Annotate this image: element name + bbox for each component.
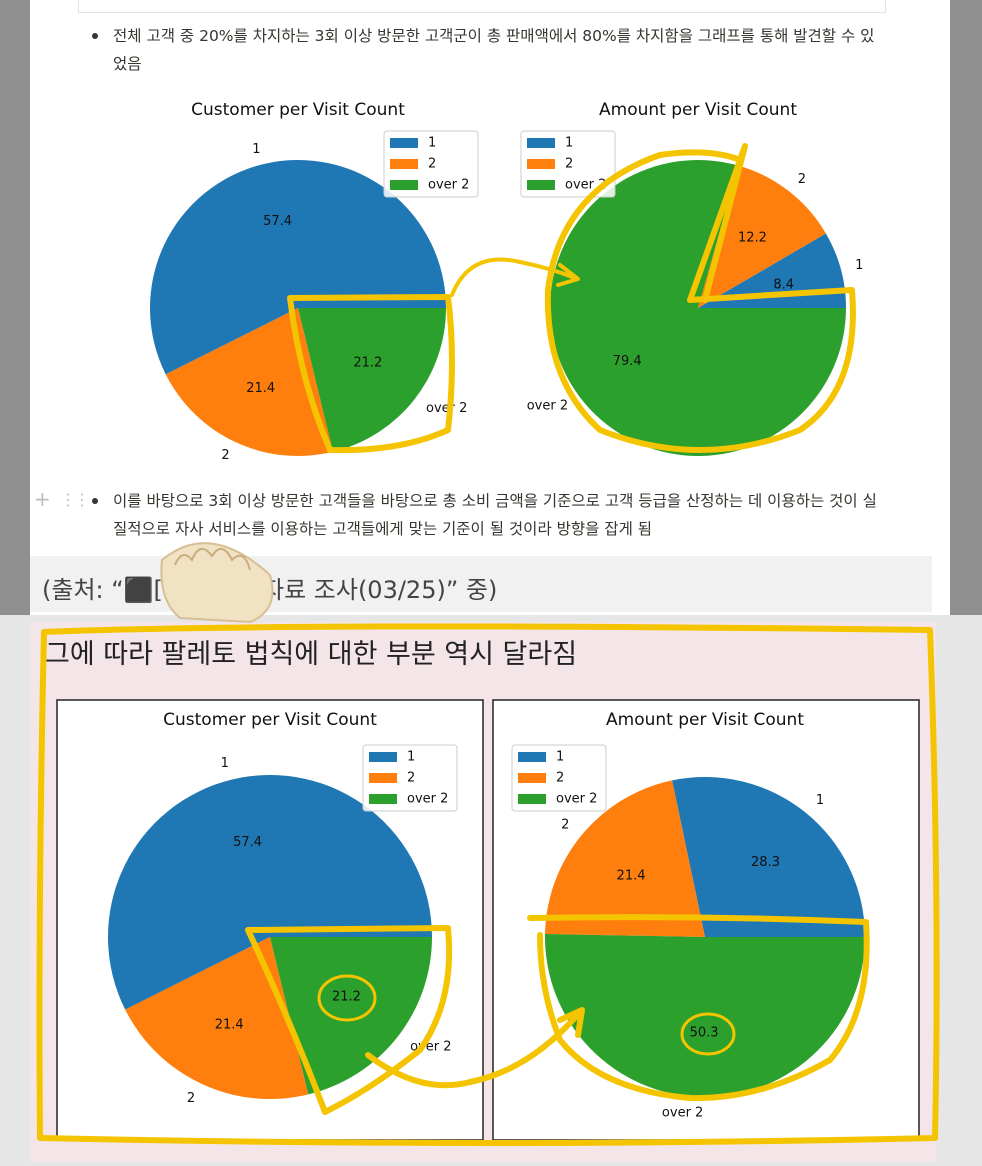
legend-label: 1 — [565, 136, 573, 151]
value-label: 79.4 — [613, 354, 642, 369]
category-label: 2 — [561, 817, 569, 832]
pie-slice — [165, 308, 334, 456]
legend: 1 2 over 2 — [511, 744, 607, 812]
add-icon[interactable]: + — [34, 487, 51, 511]
pie-slice — [545, 780, 705, 937]
value-label: 50.3 — [690, 1025, 719, 1040]
value-label: 21.4 — [246, 381, 275, 396]
legend-label: 1 — [407, 750, 415, 765]
category-label: over 2 — [662, 1105, 703, 1120]
embed-box — [78, 0, 886, 13]
category-label: over 2 — [426, 401, 467, 416]
value-label: 21.2 — [353, 355, 382, 370]
highlight-mark — [544, 143, 856, 453]
heading: 그에 따라 팔레토 법칙에 대한 부분 역시 달라짐 — [45, 639, 578, 670]
legend-label: over 2 — [556, 792, 597, 807]
value-label: 21.2 — [332, 990, 361, 1005]
pie-slice — [550, 159, 846, 457]
value-label: 12.2 — [738, 230, 767, 245]
legend-label: over 2 — [428, 178, 469, 193]
drag-handle[interactable]: ⋮⋮ — [60, 490, 90, 509]
source-prefix: (출처: “⬛[ — [42, 576, 163, 604]
chart-layer: Customer per Visit Count 57.4 1 21.4 2 21.2 ov… — [108, 100, 865, 1120]
legend-swatch — [390, 159, 418, 169]
legend-swatch — [518, 752, 546, 762]
chart-title: Customer per Visit Count — [163, 710, 377, 730]
legend-label: 1 — [556, 750, 564, 765]
pie-slice — [108, 775, 433, 1010]
pie-slice — [125, 937, 309, 1099]
chart-title: Customer per Visit Count — [191, 100, 405, 120]
legend-label: 2 — [407, 771, 415, 786]
value-label: 57.4 — [263, 214, 292, 229]
note: 이를 바탕으로 3회 이상 방문한 고객들을 바탕으로 총 소비 금액을 기준으… — [113, 492, 877, 538]
legend-label: 1 — [428, 136, 436, 151]
legend-swatch — [518, 773, 546, 783]
legend-swatch — [390, 180, 418, 190]
legend-swatch — [369, 752, 397, 762]
highlight-mark — [527, 914, 870, 1102]
pie-slice — [270, 937, 432, 1095]
circle-mark — [680, 1012, 736, 1056]
category-label: 1 — [221, 756, 229, 771]
chart-title: Amount per Visit Count — [606, 710, 804, 730]
bullet — [92, 498, 98, 504]
bullet — [92, 33, 98, 39]
highlight-mark — [245, 925, 453, 1115]
highlight-mark — [287, 294, 455, 454]
legend-swatch — [527, 180, 555, 190]
pie-slice — [672, 776, 865, 937]
value-label: 8.4 — [773, 277, 794, 292]
value-label: 28.3 — [751, 855, 780, 870]
legend-swatch — [527, 159, 555, 169]
legend: 1 2 over 2 — [362, 744, 458, 812]
legend-swatch — [369, 773, 397, 783]
annotations — [36, 143, 940, 1146]
pie-slice — [298, 308, 446, 452]
value-label: 21.4 — [617, 868, 646, 883]
pie-slice — [150, 160, 447, 375]
circle-mark — [317, 974, 377, 1022]
legend-swatch — [369, 794, 397, 804]
category-label: 1 — [855, 258, 863, 273]
legend-label: 2 — [565, 157, 573, 172]
arrow — [450, 257, 580, 297]
legend-label: over 2 — [407, 792, 448, 807]
highlight-border — [36, 623, 940, 1146]
category-label: 1 — [816, 793, 824, 808]
value-label: 21.4 — [215, 1018, 244, 1033]
category-label: 1 — [252, 142, 260, 157]
category-label: 2 — [798, 172, 806, 187]
value-label: 57.4 — [233, 835, 262, 850]
category-label: over 2 — [527, 399, 568, 414]
source-suffix: 자료 조사(03/25)” 중) — [262, 576, 498, 604]
legend-swatch — [527, 138, 555, 148]
category-label: 2 — [221, 448, 229, 463]
dumpling-sticker — [160, 542, 274, 624]
arrow — [365, 1007, 585, 1089]
category-label: 2 — [187, 1091, 195, 1106]
chart-title: Amount per Visit Count — [599, 100, 797, 120]
legend-swatch — [518, 794, 546, 804]
note: 전체 고객 중 20%를 차지하는 3회 이상 방문한 고객군이 총 판매액에서… — [113, 27, 875, 73]
legend-swatch — [390, 138, 418, 148]
pie-slice — [698, 233, 846, 308]
legend-label: 2 — [556, 771, 564, 786]
legend: 1 2 over 2 — [383, 130, 479, 198]
legend-label: 2 — [428, 157, 436, 172]
